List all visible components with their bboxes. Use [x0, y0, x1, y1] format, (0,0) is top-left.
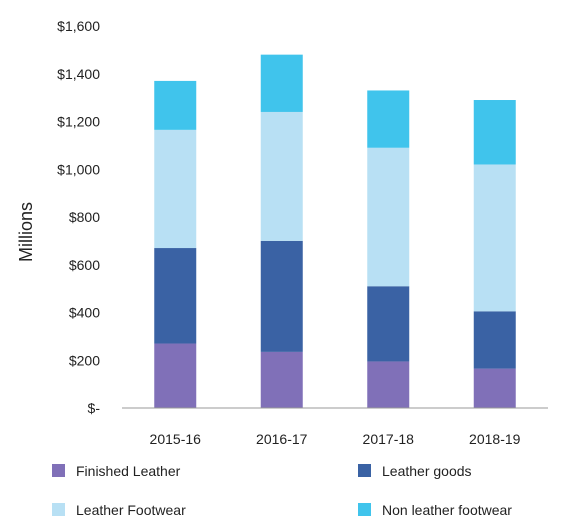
bar-segment: [473, 368, 516, 408]
bar-segment: [154, 80, 197, 130]
x-tick-label: 2015-16: [150, 431, 202, 447]
bar-segment: [367, 90, 410, 148]
legend-swatch: [358, 503, 371, 516]
bar-segment: [154, 129, 197, 249]
bar-segment: [154, 248, 197, 344]
y-tick-label: $200: [69, 352, 100, 368]
y-tick-label: $800: [69, 209, 100, 225]
y-tick-label: $1,600: [57, 18, 100, 34]
legend: Finished Leather Leather goods Leather Foo…: [52, 463, 512, 518]
y-tick-label: $-: [88, 400, 101, 416]
bar-segment: [260, 240, 303, 352]
y-tick-label: $600: [69, 257, 100, 273]
bar-segment: [367, 147, 410, 287]
y-tick-label: $1,400: [57, 66, 100, 82]
x-tick-label: 2016-17: [256, 431, 308, 447]
bar-segment: [260, 111, 303, 241]
y-axis: $- $200 $400 $600 $800 $1,000 $1,200 $1,400 $1,6…: [57, 18, 100, 416]
x-tick-label: 2017-18: [363, 431, 415, 447]
bar-segment: [260, 351, 303, 408]
legend-swatch: [52, 503, 65, 516]
legend-label: Leather Footwear: [76, 502, 186, 518]
y-axis-label: Millions: [16, 202, 36, 262]
bar-segment: [154, 343, 197, 408]
bar-segment: [260, 54, 303, 112]
legend-swatch: [52, 464, 65, 477]
y-tick-label: $1,200: [57, 114, 100, 130]
y-tick-label: $400: [69, 305, 100, 321]
legend-label: Finished Leather: [76, 463, 181, 479]
y-tick-label: $1,000: [57, 161, 100, 177]
bar-segment: [367, 361, 410, 408]
bar-segment: [473, 164, 516, 312]
bar-segment: [367, 286, 410, 362]
x-axis: 2015-16 2016-17 2017-18 2018-19: [122, 407, 548, 447]
legend-label: Non leather footwear: [382, 502, 512, 518]
bar-segment: [473, 311, 516, 369]
legend-label: Leather goods: [382, 463, 472, 479]
bar-segment: [473, 100, 516, 165]
x-tick-label: 2018-19: [469, 431, 521, 447]
bars: [154, 54, 516, 408]
legend-swatch: [358, 464, 371, 477]
